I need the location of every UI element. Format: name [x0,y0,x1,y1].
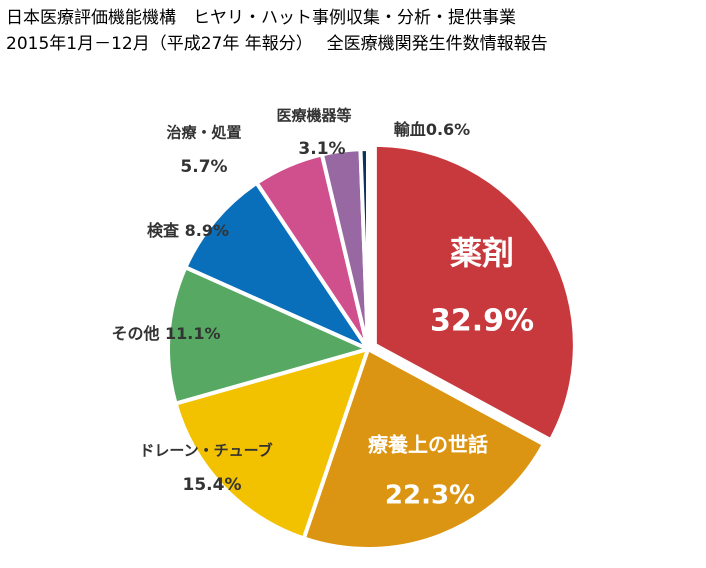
chart-title-line2: 2015年1月－12月（平成27年 年報分） 全医療機関発生件数情報報告 [6,34,548,54]
pie-slice-8 [358,147,370,351]
slice-label-7: 医療機器等 [276,107,351,125]
slice-value-7: 3.1% [298,139,345,159]
slice-label-1: 薬剤 [450,234,514,272]
slice-label-text-5: 検査 [147,221,179,240]
slice-label-4: その他 11.1% [111,324,220,343]
slice-value-8: 0.6% [426,120,470,139]
pie-slice-1 [372,142,577,443]
slice-label-text-4: その他 [111,324,159,343]
slice-label-2: 療養上の世話 [368,433,488,457]
pie-slice-5 [183,180,370,351]
slice-label-8: 輸血0.6% [394,120,470,139]
slice-value-3: 15.4% [183,475,242,495]
slice-value-1: 32.9% [430,304,534,339]
slice-label-3: ドレーン・チューブ [139,442,272,460]
pie-slice-4 [166,265,370,406]
slice-value-4: 11.1% [159,324,220,343]
slice-label-6: 治療・処置 [166,124,241,142]
slice-value-5: 8.9% [179,221,229,240]
slice-label-text-8: 輸血 [394,120,426,139]
chart-title-line1: 日本医療評価機能機構 ヒヤリ・ハット事例収集・分析・提供事業 [6,8,516,28]
pie-slice-3 [173,347,370,541]
slice-value-6: 5.7% [180,157,227,177]
slice-label-5: 検査 8.9% [147,221,229,240]
pie-slice-2 [301,347,546,551]
slice-value-2: 22.3% [385,481,475,511]
